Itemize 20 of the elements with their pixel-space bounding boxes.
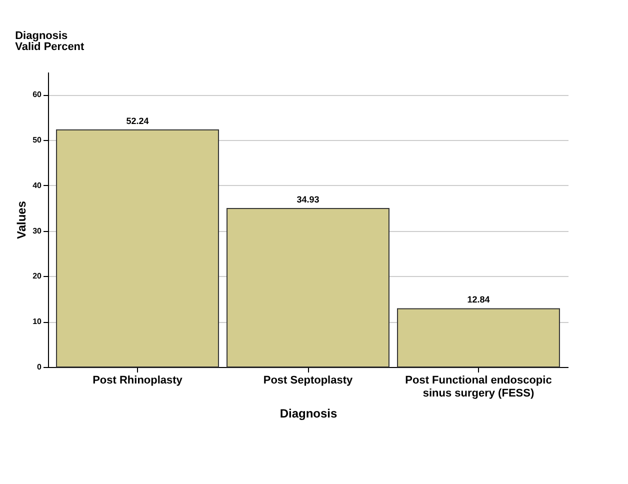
x-axis-title: Diagnosis	[280, 406, 338, 420]
y-tick-label: 40	[32, 180, 42, 190]
chart-subtitle: Valid Percent	[15, 41, 85, 53]
bar	[397, 308, 560, 368]
data-label: 34.93	[296, 194, 320, 204]
chart-title: Diagnosis	[15, 30, 68, 42]
x-tick-label: Post Functional endoscopic sinus surgery (FESS)	[405, 374, 552, 400]
y-tick-label: 50	[32, 136, 42, 145]
x-tick-label: Post Rhinoplasty	[92, 374, 184, 386]
y-tick-label: 20	[32, 272, 42, 281]
y-tick-label: 60	[32, 90, 42, 100]
bar	[56, 129, 219, 368]
data-label: 12.84	[467, 294, 490, 305]
x-tick-label: Post Septoplasty	[263, 374, 354, 386]
data-label: 52.24	[126, 116, 149, 126]
bar	[226, 208, 390, 368]
y-tick-label: 30	[32, 226, 42, 236]
y-tick-label: 10	[32, 317, 42, 326]
y-axis-title: Values	[14, 200, 29, 240]
y-tick-label: 0	[37, 362, 42, 372]
